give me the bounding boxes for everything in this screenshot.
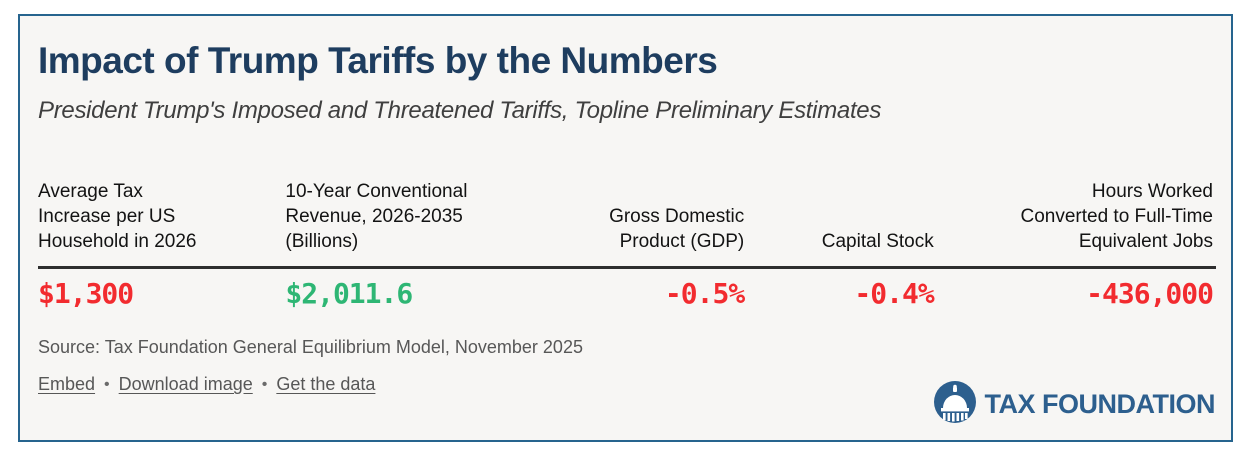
column-header: 10-Year Conventional Revenue, 2026-2035 …	[285, 181, 468, 252]
value-gdp: -0.5%	[664, 277, 745, 310]
page-title: Impact of Trump Tariffs by the Numbers	[38, 40, 718, 81]
value-10yr-revenue: $2,011.6	[285, 277, 413, 310]
bullet-separator: •	[261, 375, 268, 393]
value-avg-tax-increase: $1,300	[38, 277, 134, 310]
column-header: Hours Worked Converted to Full-Time Equi…	[1020, 181, 1213, 252]
page-subtitle: President Trump's Imposed and Threatened…	[38, 97, 882, 124]
source-note: Source: Tax Foundation General Equilibri…	[38, 337, 583, 357]
get-the-data-link[interactable]: Get the data	[276, 374, 376, 394]
column-headers-row: Average Tax Increase per US Household in…	[38, 179, 1213, 254]
chart-card: Impact of Trump Tariffs by the Numbers P…	[18, 14, 1233, 442]
bullet-separator: •	[104, 375, 110, 393]
download-image-link[interactable]: Download image	[118, 374, 253, 394]
value-capital-stock: -0.4%	[854, 277, 934, 310]
logo-wordmark: TAX FOUNDATION	[984, 389, 1216, 419]
embed-link[interactable]: Embed	[38, 374, 96, 394]
column-header: Gross Domestic Product (GDP)	[609, 206, 745, 252]
header-divider	[38, 266, 1216, 269]
capitol-dome-icon	[933, 380, 977, 429]
values-row: $1,300 $2,011.6 -0.5% -0.4% -436,000	[38, 277, 1214, 310]
value-fte-jobs: -436,000	[1086, 277, 1214, 310]
column-header: Average Tax Increase per US Household in…	[38, 181, 197, 252]
column-header: Capital Stock	[821, 231, 934, 252]
tax-foundation-logo[interactable]: TAX FOUNDATION	[933, 380, 1216, 429]
footer-links: Embed • Download image • Get the data	[38, 374, 1213, 395]
